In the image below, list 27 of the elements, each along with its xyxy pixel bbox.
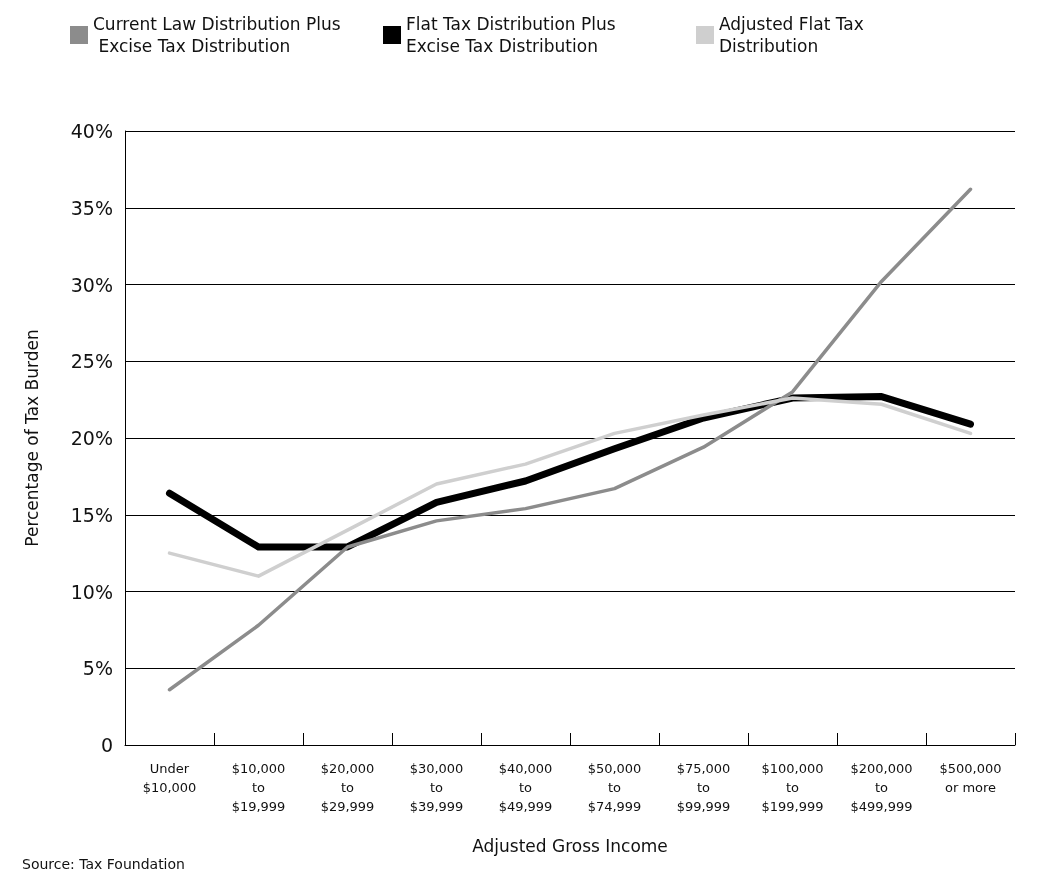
line-series bbox=[167, 187, 973, 692]
x-tick-label: $75,000 to $99,999 bbox=[676, 761, 731, 814]
legend-label: Adjusted Flat Tax Distribution bbox=[719, 14, 870, 56]
legend-label: Flat Tax Distribution Plus Excise Tax Distribution bbox=[406, 14, 622, 56]
y-tick-label: 15% bbox=[70, 503, 113, 526]
source-note: Source: Tax Foundation bbox=[22, 856, 185, 872]
x-tick-label: $20,000 to $29,999 bbox=[320, 761, 375, 814]
x-tick-label: Under $10,000 bbox=[142, 761, 197, 795]
legend-label: Current Law Distribution Plus Excise Tax Distribution bbox=[93, 14, 341, 56]
x-tick-label: $200,000 to $499,999 bbox=[850, 761, 913, 814]
y-tick-label: 30% bbox=[70, 273, 113, 296]
y-tick-label: 40% bbox=[70, 120, 113, 142]
x-tick-label: $100,000 to $199,999 bbox=[761, 761, 824, 814]
x-tick-label: $10,000 to $19,999 bbox=[231, 761, 286, 814]
y-tick-label: 35% bbox=[70, 196, 113, 219]
x-tick-label: $40,000 to $49,999 bbox=[498, 761, 553, 814]
x-axis-title: Adjusted Gross Income bbox=[472, 835, 668, 856]
x-tick-label: $30,000 to $39,999 bbox=[409, 761, 464, 814]
y-tick-label: 25% bbox=[70, 350, 113, 373]
line-series bbox=[167, 396, 973, 578]
y-tick-label: 10% bbox=[70, 580, 113, 603]
y-tick-label: 5% bbox=[82, 657, 113, 680]
x-tick-label: $50,000 to $74,999 bbox=[587, 761, 642, 814]
y-tick-label: 20% bbox=[70, 427, 113, 449]
x-tick-label: $500,000 or more bbox=[939, 761, 1002, 795]
y-axis-title: Percentage of Tax Burden bbox=[21, 329, 42, 547]
y-tick-label: 0 bbox=[100, 734, 113, 756]
